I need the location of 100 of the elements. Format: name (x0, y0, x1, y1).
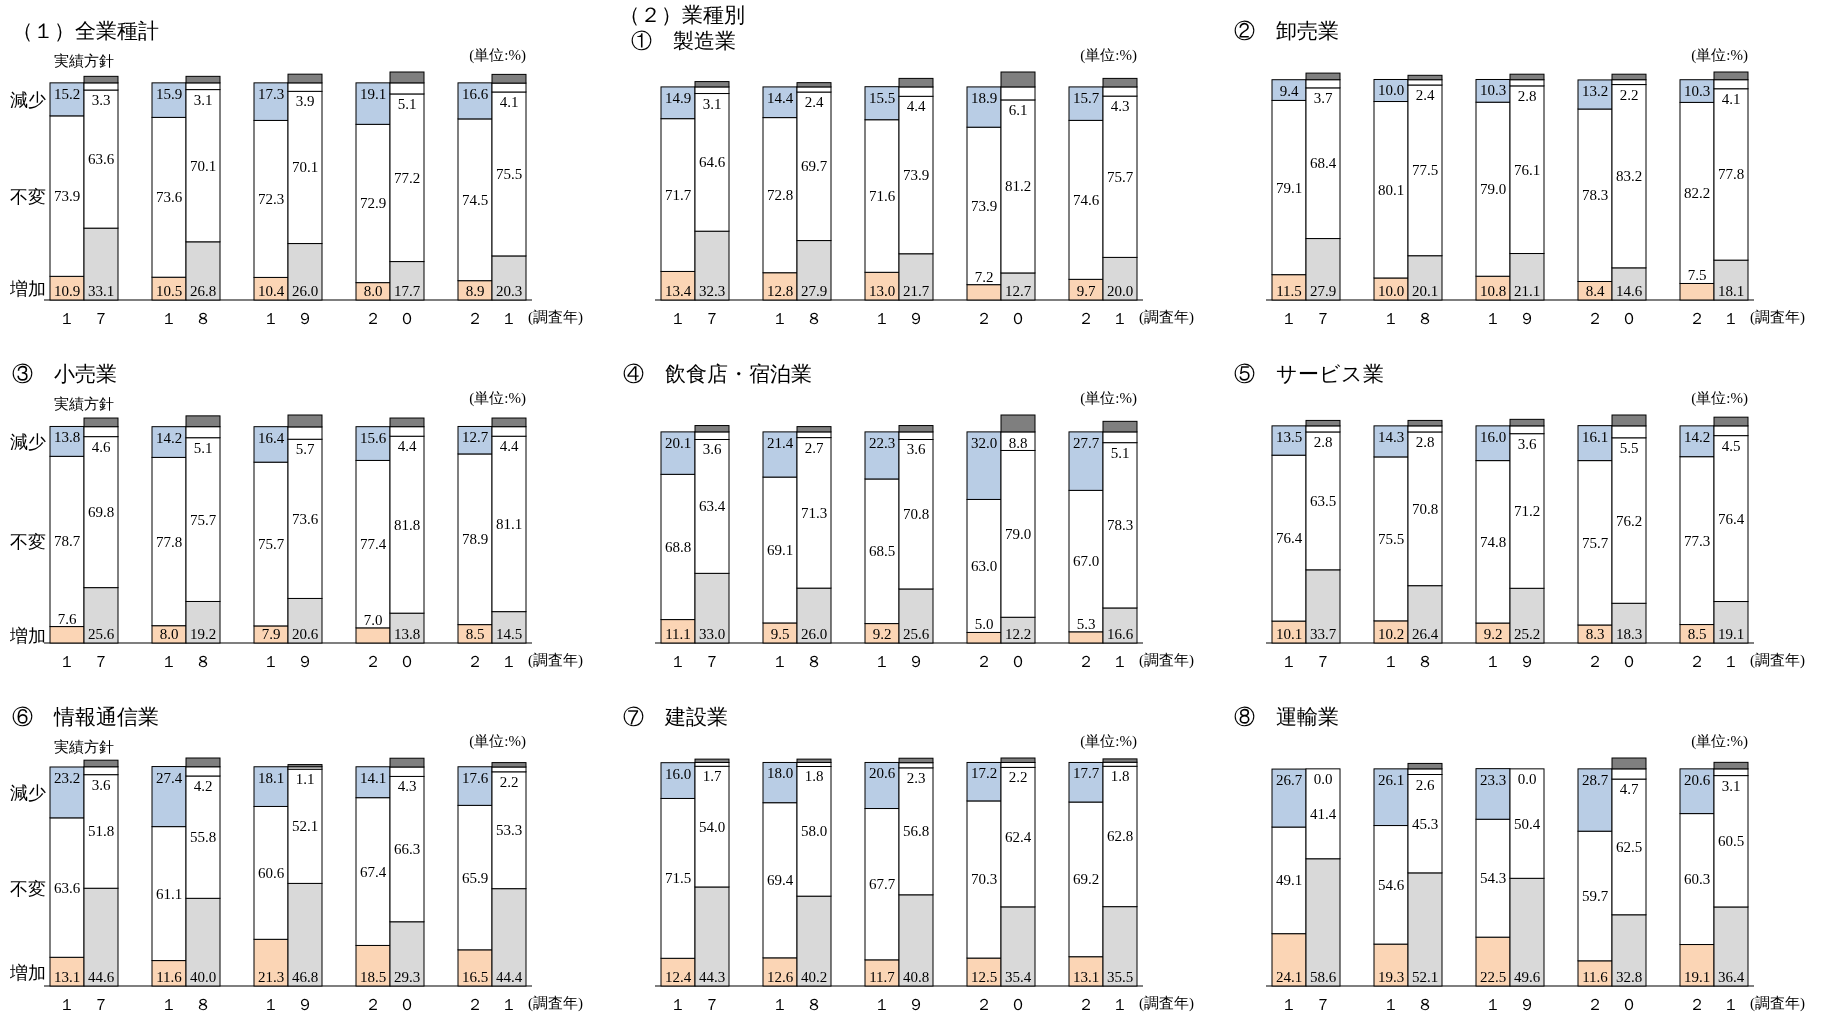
x-tick-label: ２ (467, 310, 483, 327)
data-label: 1.1 (295, 771, 315, 788)
x-tick-label: １ (1485, 310, 1501, 327)
y-axis-title: (単位:%) (1080, 47, 1137, 64)
x-tick-label: １ (1112, 653, 1128, 670)
data-label: 79.0 (1004, 525, 1032, 542)
x-tick-label: ９ (1519, 310, 1535, 327)
data-label: 24.1 (1275, 969, 1303, 985)
x-tick-label: ２ (1689, 996, 1705, 1013)
data-label: 8.0 (363, 283, 383, 299)
data-label: 7.0 (363, 611, 383, 628)
y-axis-title: (単位:%) (469, 390, 526, 407)
data-label: 11.1 (665, 626, 691, 642)
data-label: 70.3 (970, 871, 998, 888)
data-label: 13.4 (664, 283, 692, 299)
data-label: 75.7 (1106, 168, 1134, 185)
x-tick-label: １ (1383, 310, 1399, 327)
data-label: 18.1 (257, 769, 285, 786)
x-tick-label: ９ (908, 653, 924, 670)
data-label: 71.6 (868, 188, 896, 205)
data-label: 8.0 (159, 626, 179, 642)
data-label: 60.5 (1717, 833, 1745, 850)
data-label: 16.0 (664, 765, 692, 782)
x-tick-label: ９ (908, 310, 924, 327)
x-tick-label: １ (1281, 653, 1297, 670)
data-label: 19.1 (359, 85, 387, 102)
x-tick-label: １ (1281, 310, 1297, 327)
data-label: 3.1 (1721, 777, 1741, 794)
data-label: 75.7 (257, 536, 285, 553)
y-axis-title: (単位:%) (469, 733, 526, 750)
data-label: 71.3 (800, 504, 828, 521)
data-label: 69.2 (1072, 871, 1100, 888)
x-tick-label: １ (874, 996, 890, 1013)
x-axis-title: (調査年) (1139, 309, 1194, 326)
x-tick-label: ７ (704, 310, 720, 327)
data-label: 19.3 (1377, 969, 1405, 985)
x-tick-label: ２ (1587, 310, 1603, 327)
data-label: 14.4 (766, 89, 794, 106)
data-label: 14.3 (1377, 428, 1405, 445)
data-label: 2.3 (906, 769, 926, 786)
chart-subtitle: ① 製造業 (631, 29, 736, 53)
data-label: 17.7 (1072, 765, 1100, 782)
x-tick-label: ８ (806, 310, 822, 327)
x-tick-label: ０ (1010, 653, 1026, 670)
data-label: 15.7 (1072, 89, 1100, 106)
data-label: 18.1 (1717, 283, 1745, 299)
x-axis-title: (調査年) (1750, 652, 1805, 669)
data-label: 61.1 (155, 885, 183, 902)
data-label: 40.0 (189, 969, 217, 985)
x-tick-label: ９ (908, 996, 924, 1013)
x-tick-label: １ (1485, 996, 1501, 1013)
data-label: 13.2 (1581, 82, 1609, 99)
data-label: 46.8 (291, 969, 319, 985)
data-label: 4.4 (397, 438, 417, 455)
data-label: 12.5 (970, 969, 998, 985)
data-label: 19.1 (1717, 626, 1745, 642)
data-label: 19.1 (1683, 969, 1711, 985)
data-label: 18.3 (1615, 626, 1643, 642)
data-label: 10.4 (257, 283, 285, 299)
x-tick-label: ８ (195, 653, 211, 670)
x-tick-label: ７ (93, 653, 109, 670)
text: 実績方針 (54, 739, 114, 755)
data-label: 12.4 (664, 969, 692, 985)
data-label: 17.3 (257, 85, 285, 102)
data-label: 9.7 (1076, 283, 1096, 299)
data-label: 13.5 (1275, 428, 1303, 445)
data-label: 21.4 (766, 434, 794, 451)
data-label: 1.8 (1110, 768, 1130, 785)
data-label: 71.7 (664, 187, 692, 204)
data-label: 10.5 (155, 283, 183, 299)
data-label: 7.2 (974, 268, 994, 285)
data-label: 54.6 (1377, 876, 1405, 893)
data-label: 15.5 (868, 89, 896, 106)
data-label: 81.8 (393, 516, 421, 533)
x-tick-label: ２ (1078, 996, 1094, 1013)
x-tick-label: ９ (297, 653, 313, 670)
y-axis-title: (単位:%) (469, 47, 526, 64)
x-tick-label: １ (1485, 653, 1501, 670)
data-label: 44.6 (87, 969, 115, 985)
x-tick-label: １ (263, 653, 279, 670)
data-label: 4.3 (1110, 98, 1130, 115)
data-label: 27.9 (800, 283, 828, 299)
data-label: 9.5 (770, 626, 790, 642)
data-label: 78.3 (1106, 517, 1134, 534)
data-label: 77.5 (1411, 162, 1439, 179)
data-label: 26.8 (189, 283, 217, 299)
x-tick-label: ０ (399, 996, 415, 1013)
data-label: 4.1 (1721, 90, 1741, 107)
data-label: 13.1 (53, 969, 81, 985)
data-label: 4.2 (193, 777, 213, 794)
x-tick-label: １ (59, 653, 75, 670)
series-label: 不変 (10, 878, 46, 899)
data-label: 6.1 (1008, 101, 1028, 118)
data-label: 4.7 (1619, 781, 1639, 798)
data-label: 32.8 (1615, 969, 1643, 985)
x-tick-label: ７ (1315, 996, 1331, 1013)
data-label: 15.9 (155, 85, 183, 102)
data-label: 16.0 (1479, 428, 1507, 445)
chart-title: ⑤ サービス業 (1234, 362, 1384, 386)
x-tick-label: １ (1723, 310, 1739, 327)
